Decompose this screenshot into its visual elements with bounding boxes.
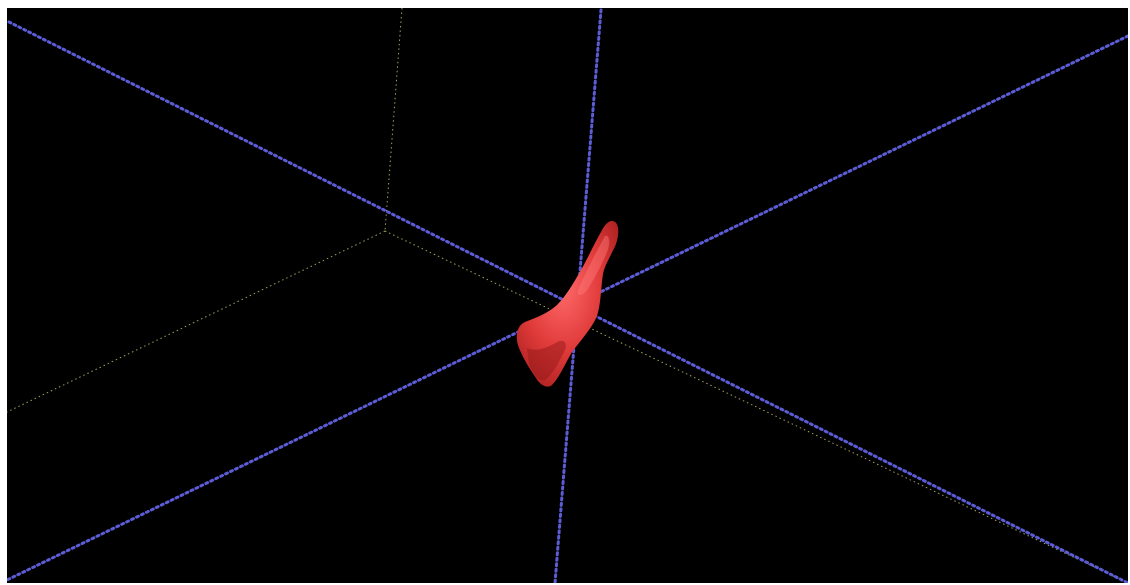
segmentation-surface[interactable] xyxy=(516,220,619,387)
bbox-edge-left xyxy=(7,230,386,413)
3d-scene xyxy=(7,8,1128,583)
3d-render-canvas[interactable] xyxy=(7,8,1128,583)
bbox-edge-right xyxy=(384,230,1128,583)
segmentation-shadow xyxy=(527,340,566,381)
bounding-box xyxy=(7,8,1128,583)
bbox-edge-vertical xyxy=(384,8,403,232)
segmentation-blob xyxy=(516,220,619,387)
segmentation-highlight xyxy=(577,235,610,296)
